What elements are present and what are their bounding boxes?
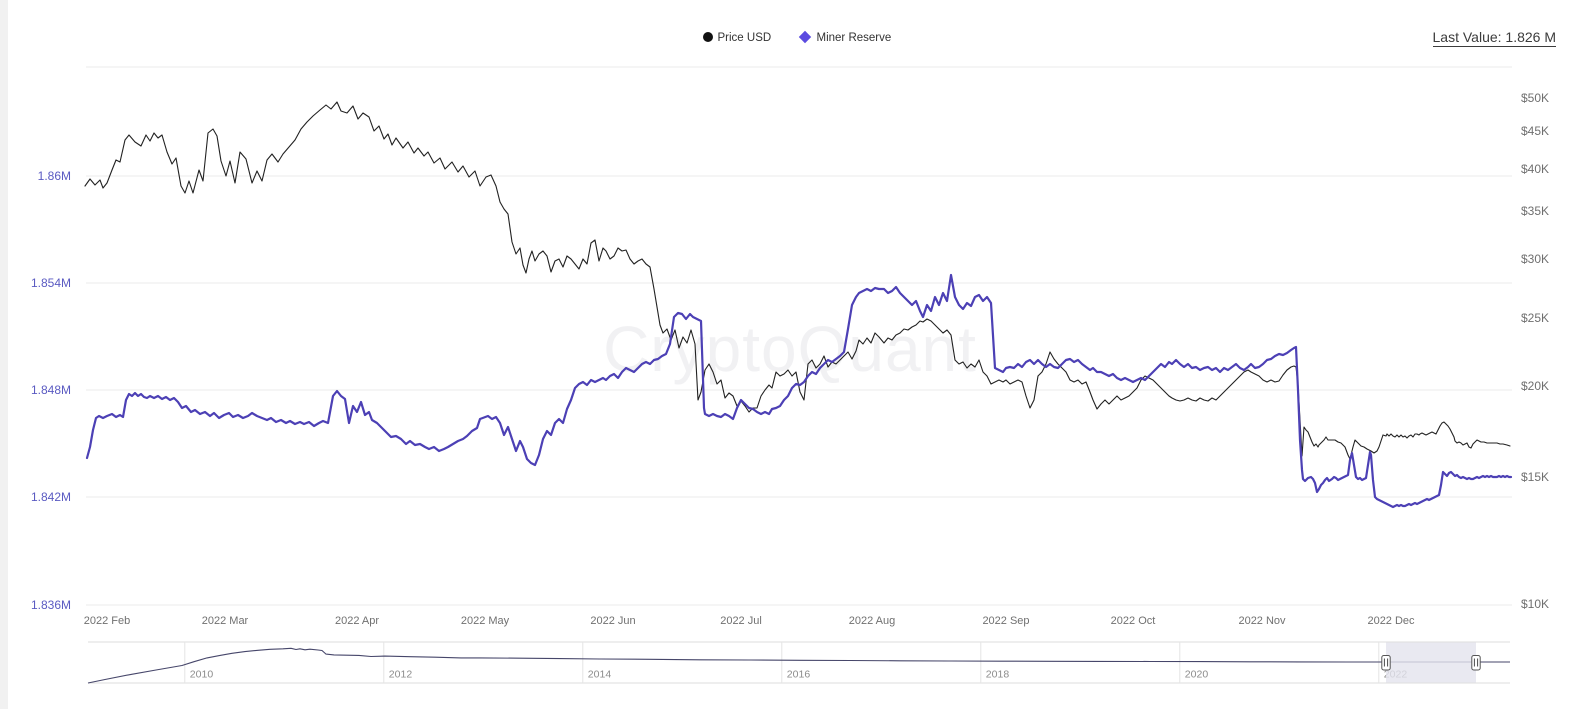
svg-text:2022 Dec: 2022 Dec bbox=[1367, 615, 1415, 627]
svg-text:$40K: $40K bbox=[1521, 162, 1549, 176]
svg-text:Price USD: Price USD bbox=[718, 32, 772, 44]
svg-text:2022 Oct: 2022 Oct bbox=[1111, 615, 1156, 627]
svg-text:1.848M: 1.848M bbox=[31, 383, 71, 397]
svg-text:2022 Jul: 2022 Jul bbox=[720, 615, 762, 627]
svg-text:$30K: $30K bbox=[1521, 252, 1549, 266]
svg-text:1.842M: 1.842M bbox=[31, 490, 71, 504]
svg-text:$45K: $45K bbox=[1521, 124, 1549, 138]
svg-text:2010: 2010 bbox=[190, 669, 214, 681]
svg-text:2014: 2014 bbox=[588, 669, 612, 681]
svg-text:2020: 2020 bbox=[1185, 669, 1209, 681]
svg-text:$35K: $35K bbox=[1521, 204, 1549, 218]
svg-text:2022 Jun: 2022 Jun bbox=[590, 615, 635, 627]
svg-text:2022 Mar: 2022 Mar bbox=[202, 615, 249, 627]
svg-text:$20K: $20K bbox=[1521, 379, 1549, 393]
svg-text:$50K: $50K bbox=[1521, 91, 1549, 105]
svg-text:$15K: $15K bbox=[1521, 470, 1549, 484]
svg-text:2022 Sep: 2022 Sep bbox=[982, 615, 1029, 627]
svg-text:2012: 2012 bbox=[389, 669, 413, 681]
svg-text:2022 Nov: 2022 Nov bbox=[1238, 615, 1286, 627]
svg-text:Miner Reserve: Miner Reserve bbox=[817, 32, 892, 44]
svg-text:1.854M: 1.854M bbox=[31, 276, 71, 290]
svg-text:$25K: $25K bbox=[1521, 311, 1549, 325]
svg-text:Last Value: 1.826 M: Last Value: 1.826 M bbox=[1433, 29, 1556, 45]
svg-text:2018: 2018 bbox=[986, 669, 1010, 681]
svg-text:2016: 2016 bbox=[787, 669, 811, 681]
svg-text:1.836M: 1.836M bbox=[31, 598, 71, 612]
svg-text:CryptoQuant: CryptoQuant bbox=[603, 313, 977, 385]
svg-text:2022 Apr: 2022 Apr bbox=[335, 615, 379, 627]
svg-text:1.86M: 1.86M bbox=[38, 169, 71, 183]
svg-text:2022 Feb: 2022 Feb bbox=[84, 615, 130, 627]
svg-text:$10K: $10K bbox=[1521, 597, 1549, 611]
svg-text:2022 May: 2022 May bbox=[461, 615, 510, 627]
svg-text:2022 Aug: 2022 Aug bbox=[849, 615, 896, 627]
